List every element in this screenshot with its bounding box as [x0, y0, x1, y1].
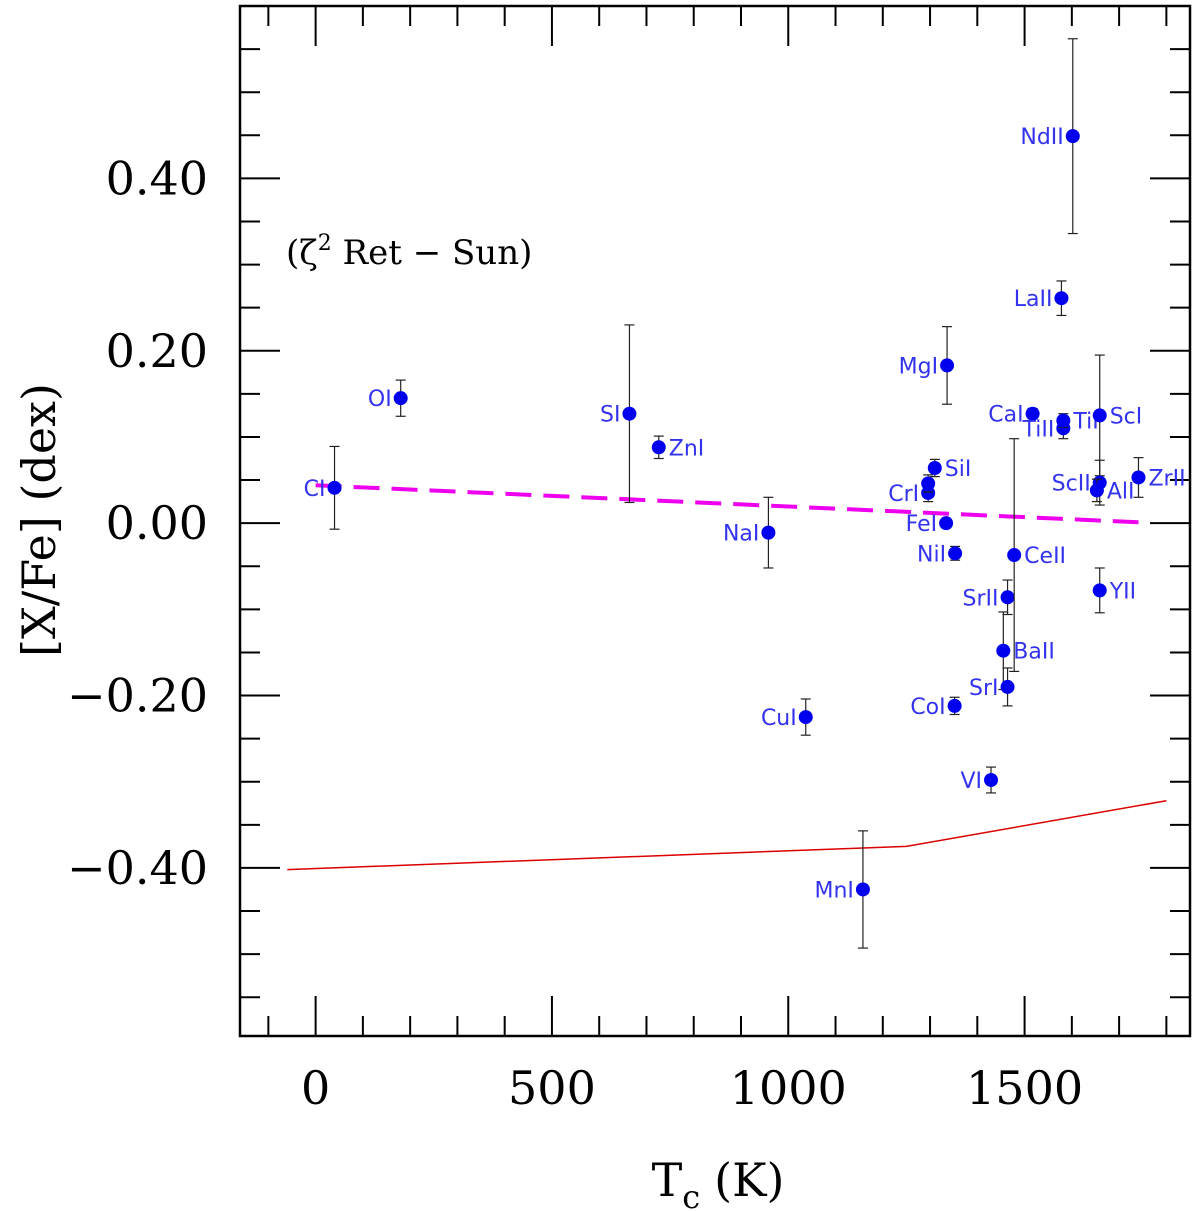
tick-labels: 0 500 1000 1500 0.40 0.20 0.00 −0.20 −0.40	[67, 151, 1083, 1115]
data-point	[1000, 679, 1015, 694]
data-point	[622, 406, 637, 421]
point-label: YII	[1109, 579, 1136, 604]
point-label: CI	[304, 477, 326, 502]
point-label: AlI	[1107, 479, 1135, 504]
x-axis-title-main: T	[652, 1153, 683, 1207]
annotation: (ζ2 Ret − Sun)	[286, 231, 532, 273]
point-label: CoI	[910, 695, 945, 720]
point-label: CrI	[888, 482, 919, 507]
point-label: SrI	[969, 676, 999, 701]
point-label: ScII	[1052, 472, 1091, 497]
data-point	[1092, 408, 1107, 423]
data-point	[1065, 129, 1080, 144]
data-point	[1056, 413, 1071, 428]
point-label: BaII	[1013, 640, 1055, 665]
data-point	[1131, 470, 1146, 485]
data-point	[855, 882, 870, 897]
fit-line-group	[315, 483, 1139, 525]
data-point	[984, 773, 999, 788]
y-tick-label: 0.20	[106, 324, 208, 378]
y-tick-label: 0.40	[106, 151, 208, 205]
point-label: SI	[600, 403, 620, 428]
data-point	[1025, 406, 1040, 421]
data-point	[996, 643, 1011, 658]
data-point	[927, 460, 942, 475]
data-point	[327, 480, 342, 495]
x-tick-label: 0	[301, 1061, 330, 1115]
point-label: VI	[960, 769, 982, 794]
y-tick-label: −0.20	[67, 669, 208, 723]
x-tick-label: 1500	[966, 1061, 1083, 1115]
point-label: ZnI	[669, 436, 705, 461]
point-label: ZrII	[1148, 466, 1185, 491]
x-axis-title: Tc (K)	[652, 1153, 785, 1211]
data-point	[761, 525, 776, 540]
point-label: MgI	[899, 354, 938, 379]
data-point	[1007, 548, 1022, 563]
fit-line	[315, 483, 1139, 525]
data-point	[798, 710, 813, 725]
point-label: TiII	[1021, 417, 1054, 442]
point-label: ScI	[1110, 404, 1143, 429]
data-point	[1092, 583, 1107, 598]
x-axis-title-subscript: c	[682, 1178, 700, 1211]
data-point	[940, 358, 955, 373]
point-label: CeII	[1024, 544, 1066, 569]
point-label: NdII	[1020, 125, 1063, 150]
point-label: OI	[368, 387, 392, 412]
x-tick-label: 1000	[730, 1061, 847, 1115]
axis-ticks	[240, 6, 1190, 1036]
y-axis-title: [X/Fe] (dex)	[12, 383, 66, 657]
point-label: CuI	[761, 706, 797, 731]
data-point	[921, 476, 936, 491]
data-point	[939, 516, 954, 531]
data-point	[651, 440, 666, 455]
model-curve	[287, 799, 1167, 871]
point-label: SiI	[945, 457, 972, 482]
data-point	[947, 698, 962, 713]
point-label: LaII	[1014, 287, 1053, 312]
data-point	[948, 546, 963, 561]
data-points-group: CI OI SI ZnI NaI CuI MnI CrI SiI MgI FeI NiI CoI VI Sr…	[304, 38, 1186, 949]
data-point	[1054, 291, 1069, 306]
plot-frame	[238, 4, 1192, 1038]
point-label: MnI	[815, 878, 854, 903]
annotation-suffix: Ret − Sun)	[332, 233, 533, 273]
data-point	[1089, 483, 1104, 498]
point-label: SrII	[963, 586, 999, 611]
model-curve-group	[287, 799, 1167, 871]
point-label: FeI	[906, 512, 937, 537]
data-point	[1000, 590, 1015, 605]
point-label: CaI	[988, 403, 1023, 428]
x-axis-title-unit: (K)	[714, 1153, 784, 1207]
point-label: NiI	[917, 542, 946, 567]
annotation-prefix: (ζ	[286, 233, 318, 273]
annotation-superscript: 2	[318, 231, 332, 256]
y-tick-label: 0.00	[106, 496, 208, 550]
x-tick-label: 500	[508, 1061, 596, 1115]
y-tick-label: −0.40	[67, 841, 208, 895]
data-point	[393, 391, 408, 406]
point-label: NaI	[723, 522, 759, 547]
